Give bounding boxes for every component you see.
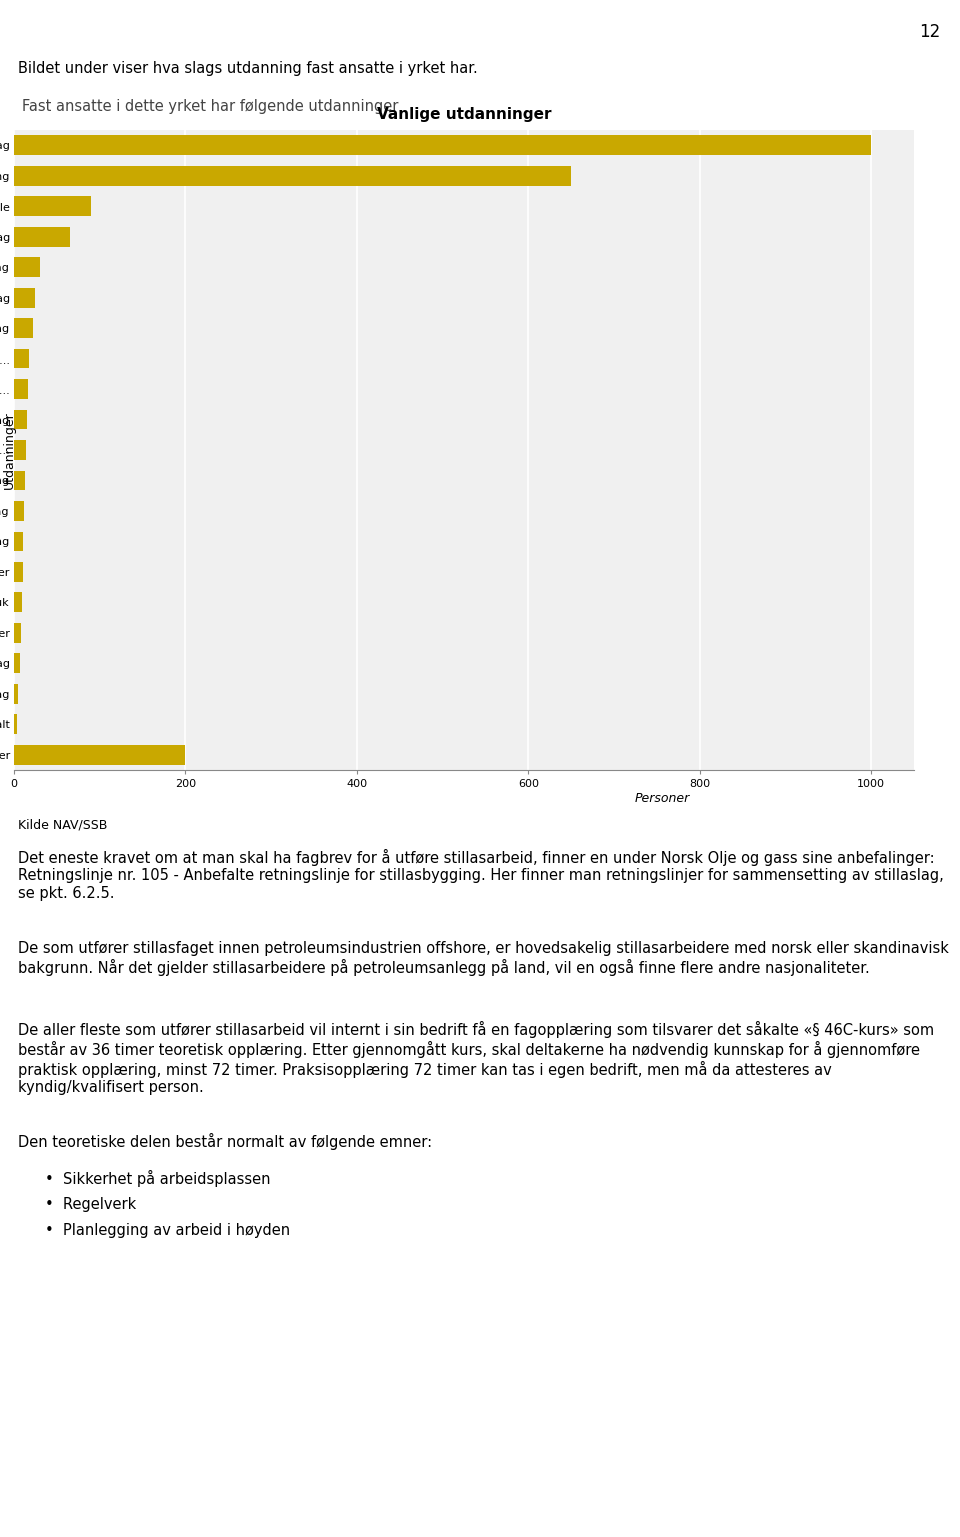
Bar bbox=[14, 380, 28, 400]
Bar bbox=[14, 257, 39, 277]
Text: Den teoretiske delen består normalt av følgende emner:: Den teoretiske delen består normalt av f… bbox=[18, 1133, 432, 1150]
Text: Bildet under viser hva slags utdanning fast ansatte i yrket har.: Bildet under viser hva slags utdanning f… bbox=[18, 60, 478, 75]
Bar bbox=[14, 197, 91, 217]
Text: Det eneste kravet om at man skal ha fagbrev for å utføre stillasarbeid, finner e: Det eneste kravet om at man skal ha fagb… bbox=[18, 848, 944, 901]
Bar bbox=[14, 349, 30, 369]
Bar bbox=[14, 715, 17, 735]
Bar bbox=[14, 470, 25, 490]
Bar bbox=[14, 318, 33, 338]
Text: De som utfører stillasfaget innen petroleumsindustrien offshore, er hovedsakelig: De som utfører stillasfaget innen petrol… bbox=[18, 941, 948, 976]
Bar bbox=[14, 227, 70, 246]
Text: •  Sikkerhet på arbeidsplassen: • Sikkerhet på arbeidsplassen bbox=[45, 1170, 271, 1187]
Text: •  Planlegging av arbeid i høyden: • Planlegging av arbeid i høyden bbox=[45, 1222, 290, 1237]
Bar bbox=[14, 622, 21, 642]
Text: Personer: Personer bbox=[635, 793, 689, 805]
Bar bbox=[14, 532, 23, 552]
Bar bbox=[14, 563, 23, 583]
Text: 12: 12 bbox=[919, 23, 940, 41]
Bar bbox=[14, 501, 24, 521]
Bar bbox=[14, 410, 27, 429]
Bar bbox=[14, 684, 18, 704]
Title: Vanlige utdanninger: Vanlige utdanninger bbox=[376, 108, 551, 121]
Bar bbox=[14, 287, 36, 307]
Bar bbox=[14, 653, 20, 673]
Bar bbox=[14, 745, 185, 765]
Text: Kilde NAV/SSB: Kilde NAV/SSB bbox=[18, 819, 108, 832]
Bar bbox=[14, 135, 871, 155]
Text: Fast ansatte i dette yrket har følgende utdanninger: Fast ansatte i dette yrket har følgende … bbox=[22, 98, 398, 114]
Text: Utdanninger: Utdanninger bbox=[3, 410, 16, 489]
Text: De aller fleste som utfører stillasarbeid vil internt i sin bedrift få en fagopp: De aller fleste som utfører stillasarbei… bbox=[18, 1021, 934, 1094]
Text: •  Regelverk: • Regelverk bbox=[45, 1196, 136, 1211]
Bar bbox=[14, 592, 22, 612]
Bar bbox=[14, 440, 26, 460]
Bar bbox=[14, 166, 571, 186]
